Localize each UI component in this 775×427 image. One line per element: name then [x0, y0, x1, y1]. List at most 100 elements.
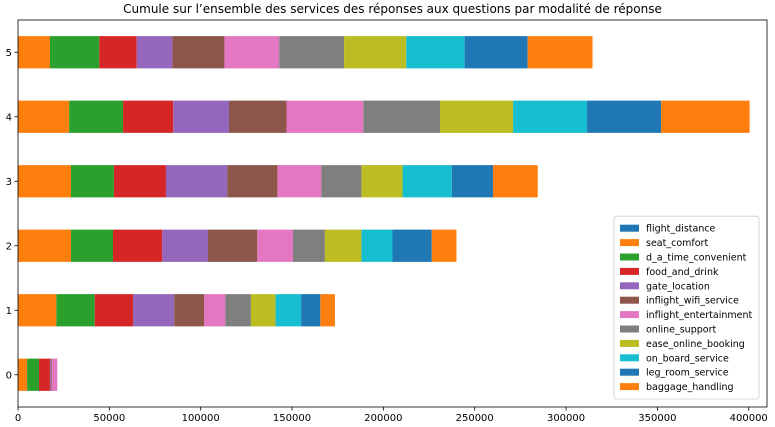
bar-segment-d_a_time_convenient-cat-5: [49, 36, 100, 69]
y-tick-label: 5: [6, 48, 12, 59]
bar-segment-seat_comfort-cat-0: [18, 358, 28, 391]
bar-segment-d_a_time_convenient-cat-3: [70, 165, 114, 198]
bar-segment-seat_comfort-cat-1: [18, 294, 57, 327]
legend-swatch-inflight_wifi_service: [620, 296, 639, 304]
chart-title: Cumule sur l’ensemble des services des r…: [123, 2, 662, 16]
legend: flight_distance seat_comfort d_a_time_conv…: [613, 215, 760, 400]
bar-segment-ease_online_booking-cat-4: [439, 100, 514, 133]
legend-swatch-inflight_entertainment: [620, 311, 639, 319]
bar-segment-food_and_drink-cat-4: [123, 100, 174, 133]
bar-segment-ease_online_booking-cat-1: [250, 294, 276, 327]
x-tick-label: 300000: [547, 413, 585, 424]
bar-segment-online_support-cat-2: [292, 229, 325, 262]
y-tick-label: 4: [6, 112, 12, 123]
bar-segment-inflight_entertainment-cat-4: [286, 100, 364, 133]
legend-swatch-baggage_handling: [620, 383, 639, 391]
legend-label-d_a_time_convenient: d_a_time_convenient: [646, 253, 747, 264]
x-tick-label: 0: [15, 413, 21, 424]
bar-segment-inflight_entertainment-cat-5: [224, 36, 280, 69]
x-tick-label: 150000: [273, 413, 311, 424]
y-tick-label: 2: [6, 241, 12, 252]
bar-segment-inflight_entertainment-cat-2: [257, 229, 293, 262]
bar-segment-baggage_handling-cat-5: [527, 36, 593, 69]
bar-segment-baggage_handling-cat-1: [320, 294, 335, 327]
bar-segment-gate_location-cat-4: [173, 100, 229, 133]
legend-label-inflight_wifi_service: inflight_wifi_service: [646, 296, 739, 307]
legend-label-flight_distance: flight_distance: [646, 224, 716, 235]
bar-segment-on_board_service-cat-1: [275, 294, 302, 327]
bar-segment-on_board_service-cat-2: [361, 229, 393, 262]
bar-segment-inflight_wifi_service-cat-5: [172, 36, 225, 69]
bar-segment-ease_online_booking-cat-3: [361, 165, 403, 198]
x-tick-label: 400000: [730, 413, 768, 424]
x-tick-label: 100000: [182, 413, 220, 424]
bar-segment-gate_location-cat-2: [162, 229, 208, 262]
bar-segment-inflight_wifi_service-cat-0: [50, 358, 52, 391]
x-axis-ticks: 0 50000 100000 150000 200000 250000 300000 3500…: [15, 407, 768, 424]
bar-segment-inflight_wifi_service-cat-1: [174, 294, 205, 327]
legend-swatch-leg_room_service: [620, 368, 639, 376]
legend-label-baggage_handling: baggage_handling: [646, 382, 734, 393]
bar-segment-leg_room_service-cat-4: [587, 100, 662, 133]
y-tick-label: 1: [6, 306, 12, 317]
bar-segment-on_board_service-cat-3: [402, 165, 452, 198]
bar-segment-d_a_time_convenient-cat-2: [70, 229, 113, 262]
bar-segment-inflight_wifi_service-cat-2: [207, 229, 258, 262]
bar-segment-gate_location-cat-3: [165, 165, 228, 198]
y-axis-ticks: 0 1 2 3 4 5: [6, 48, 18, 381]
bar-segment-online_support-cat-5: [279, 36, 345, 69]
bar-segment-on_board_service-cat-4: [513, 100, 588, 133]
bar-segment-seat_comfort-cat-4: [18, 100, 70, 133]
bar-segment-leg_room_service-cat-2: [392, 229, 432, 262]
bar-segment-seat_comfort-cat-5: [18, 36, 50, 69]
bar-segment-leg_room_service-cat-3: [451, 165, 493, 198]
bar-segment-on_board_service-cat-5: [406, 36, 465, 69]
legend-swatch-gate_location: [620, 282, 639, 290]
bar-segment-online_support-cat-3: [321, 165, 362, 198]
legend-label-inflight_entertainment: inflight_entertainment: [646, 310, 752, 321]
bars-layer: [18, 36, 750, 391]
legend-swatch-flight_distance: [620, 224, 639, 232]
legend-swatch-food_and_drink: [620, 267, 639, 275]
bar-segment-food_and_drink-cat-0: [39, 358, 50, 391]
legend-swatch-seat_comfort: [620, 239, 639, 247]
legend-swatch-d_a_time_convenient: [620, 253, 639, 261]
x-tick-label: 250000: [456, 413, 494, 424]
x-tick-label: 50000: [93, 413, 125, 424]
axes-frame: [17, 19, 768, 408]
bar-segment-inflight_entertainment-cat-1: [204, 294, 226, 327]
legend-label-seat_comfort: seat_comfort: [646, 238, 708, 249]
bar-segment-leg_room_service-cat-1: [301, 294, 321, 327]
legend-swatch-on_board_service: [620, 354, 639, 362]
bar-segment-baggage_handling-cat-2: [431, 229, 457, 262]
legend-label-ease_online_booking: ease_online_booking: [646, 339, 745, 350]
bar-segment-seat_comfort-cat-3: [18, 165, 71, 198]
bar-segment-gate_location-cat-5: [136, 36, 173, 69]
legend-label-food_and_drink: food_and_drink: [646, 267, 719, 278]
bar-segment-online_support-cat-4: [363, 100, 440, 133]
bar-segment-inflight_wifi_service-cat-3: [227, 165, 278, 198]
bar-segment-inflight_wifi_service-cat-4: [228, 100, 287, 133]
bar-segment-food_and_drink-cat-1: [94, 294, 134, 327]
bar-segment-leg_room_service-cat-5: [464, 36, 528, 69]
bar-segment-gate_location-cat-0: [49, 358, 51, 391]
legend-label-leg_room_service: leg_room_service: [646, 368, 729, 379]
bar-segment-baggage_handling-cat-4: [661, 100, 750, 133]
legend-swatch-ease_online_booking: [620, 339, 639, 347]
legend-swatch-online_support: [620, 325, 639, 333]
legend-label-gate_location: gate_location: [646, 281, 710, 292]
bar-segment-inflight_entertainment-cat-0: [51, 358, 58, 391]
bar-segment-online_support-cat-1: [225, 294, 251, 327]
bar-segment-food_and_drink-cat-5: [99, 36, 137, 69]
bar-segment-baggage_handling-cat-3: [492, 165, 538, 198]
legend-label-online_support: online_support: [646, 325, 716, 336]
legend-label-on_board_service: on_board_service: [646, 353, 729, 364]
bar-segment-ease_online_booking-cat-5: [344, 36, 407, 69]
bar-segment-d_a_time_convenient-cat-1: [56, 294, 95, 327]
y-tick-label: 3: [6, 177, 12, 188]
bar-segment-food_and_drink-cat-3: [113, 165, 166, 198]
bar-segment-d_a_time_convenient-cat-0: [27, 358, 40, 391]
bar-segment-gate_location-cat-1: [133, 294, 175, 327]
